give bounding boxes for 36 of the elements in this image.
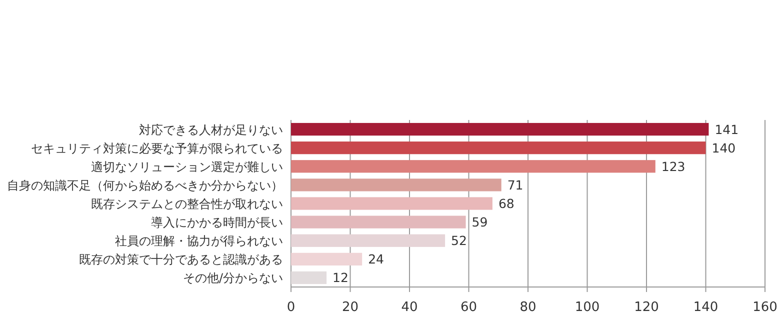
bar: [291, 142, 706, 154]
y-tick-label: 導入にかかる時間が長い: [151, 216, 283, 230]
bar: [291, 216, 466, 228]
bar: [291, 271, 327, 284]
x-tick-label: 120: [634, 300, 659, 315]
data-label: 140: [712, 140, 736, 156]
bar: [291, 234, 446, 247]
x-tick-label: 80: [520, 300, 536, 315]
data-label: 59: [472, 214, 488, 230]
y-tick-label: その他/分からない: [182, 271, 283, 286]
y-tick-label: セキュリティ対策に必要な予算が限られている: [31, 141, 283, 156]
x-tick-label: 140: [693, 300, 718, 315]
bar: [291, 160, 656, 173]
data-label: 71: [507, 177, 524, 192]
y-tick-label: 社員の理解・協力が得られない: [115, 234, 283, 248]
x-tick-label: 0: [286, 300, 296, 315]
bar: [291, 197, 492, 210]
bar: [291, 122, 709, 136]
x-tick-label: 100: [574, 300, 600, 315]
y-tick-label: 適切なソリューション選定が難しい: [91, 160, 283, 174]
data-label: 12: [332, 270, 348, 286]
x-tick-label: 160: [752, 300, 778, 315]
x-tick-label: 40: [401, 300, 418, 315]
bar: [291, 252, 362, 266]
bar: [291, 178, 502, 192]
y-tick-label: 既存の対策で十分であると認識がある: [79, 252, 283, 267]
data-label: 141: [714, 122, 739, 137]
x-tick-label: 20: [342, 300, 359, 315]
data-label: 68: [498, 196, 514, 211]
y-tick-label: 自身の知識不足（何から始めるべきか分からない）: [7, 178, 283, 192]
data-label: 24: [368, 252, 384, 267]
data-label: 123: [661, 158, 686, 174]
data-label: 52: [451, 233, 467, 248]
y-tick-label: 既存システムとの整合性が取れない: [91, 197, 283, 211]
x-tick-label: 60: [460, 300, 478, 315]
y-tick-label: 対応できる人材が足りない: [139, 122, 283, 137]
